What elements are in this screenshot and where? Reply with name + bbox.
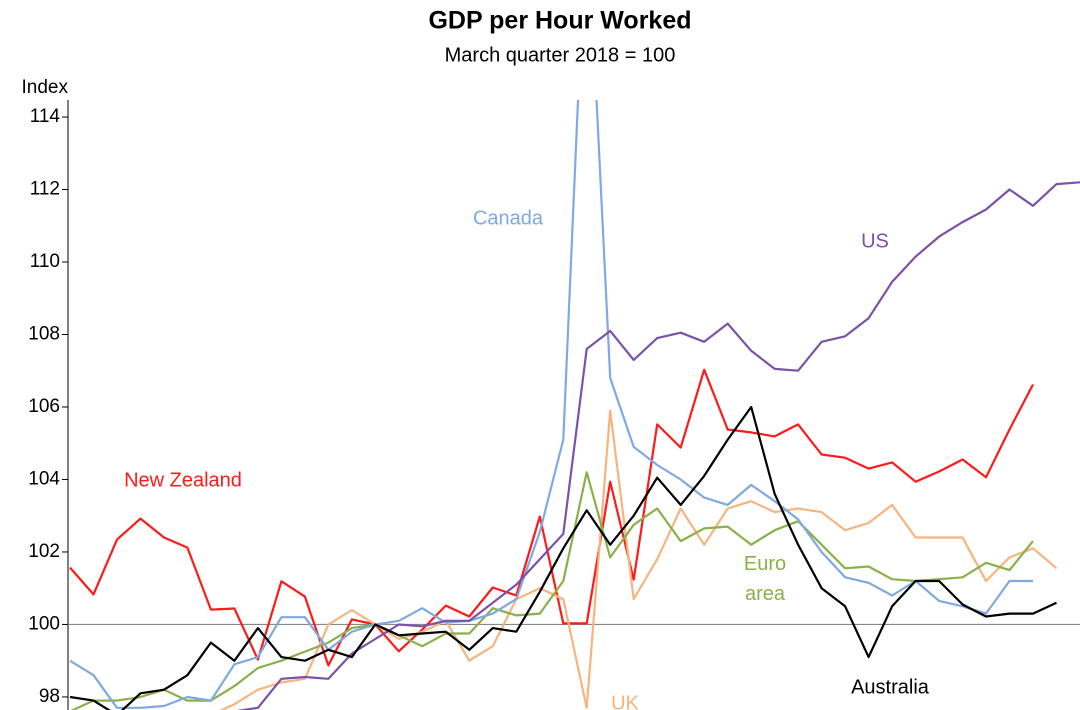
series-label: New Zealand xyxy=(124,469,242,491)
series-line xyxy=(236,181,1080,710)
y-tick-label: 112 xyxy=(30,179,60,200)
y-axis-label: Index xyxy=(22,77,69,98)
y-tick-label: 108 xyxy=(28,324,60,345)
y-tick-label: 106 xyxy=(28,396,60,417)
series-line xyxy=(69,405,1057,710)
plot-area xyxy=(69,100,1080,710)
series-label: Euro area xyxy=(744,553,786,605)
y-tick-label: 100 xyxy=(28,613,60,634)
y-tick-label: 114 xyxy=(30,106,61,127)
series-label: UK xyxy=(611,692,639,710)
series-line xyxy=(219,409,1058,710)
y-tick-label: 98 xyxy=(39,686,60,707)
series-label: Australia xyxy=(851,676,930,698)
chart-title: GDP per Hour Worked xyxy=(428,7,691,35)
series-line xyxy=(69,100,1033,709)
y-tick-label: 102 xyxy=(28,541,60,562)
series-label: Canada xyxy=(473,207,544,229)
y-tick-label: 104 xyxy=(28,468,60,489)
series-label: US xyxy=(861,230,889,252)
series-line xyxy=(69,368,1034,667)
y-tick-label: 110 xyxy=(30,251,60,272)
series-line xyxy=(70,471,1034,710)
chart-subtitle: March quarter 2018 = 100 xyxy=(445,44,676,66)
